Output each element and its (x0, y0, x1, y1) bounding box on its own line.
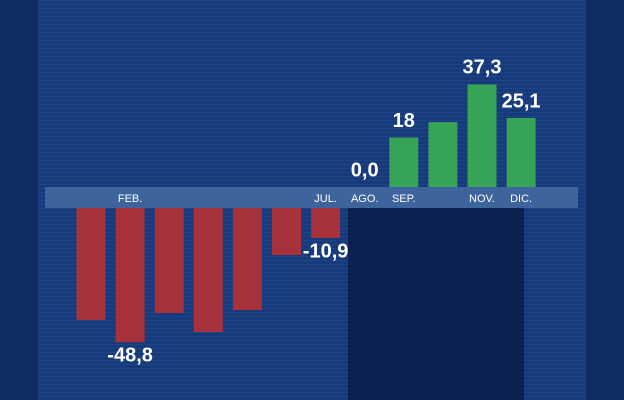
bar (467, 84, 497, 187)
value-label: 37,3 (463, 57, 502, 79)
month-label: FEB. (118, 193, 142, 205)
bar (232, 208, 262, 311)
bar (154, 208, 184, 314)
month-label: AGO. (351, 193, 379, 205)
shadow-panel (348, 208, 524, 400)
value-label: -48,8 (107, 344, 153, 366)
bar (311, 208, 341, 238)
month-band (45, 187, 578, 208)
bar (272, 208, 301, 256)
month-label: JUL. (314, 193, 337, 205)
bar (193, 208, 223, 333)
bar (506, 117, 536, 187)
bar (115, 208, 145, 343)
bar (389, 137, 419, 187)
value-label: 18 (393, 110, 415, 132)
month-label: DIC. (510, 193, 532, 205)
month-label: SEP. (392, 193, 416, 205)
month-label: NOV. (469, 193, 495, 205)
bar (428, 122, 458, 187)
value-label: -10,9 (303, 240, 349, 262)
value-label: 25,1 (502, 90, 541, 112)
value-label: 0,0 (351, 159, 379, 181)
bar (76, 208, 106, 320)
